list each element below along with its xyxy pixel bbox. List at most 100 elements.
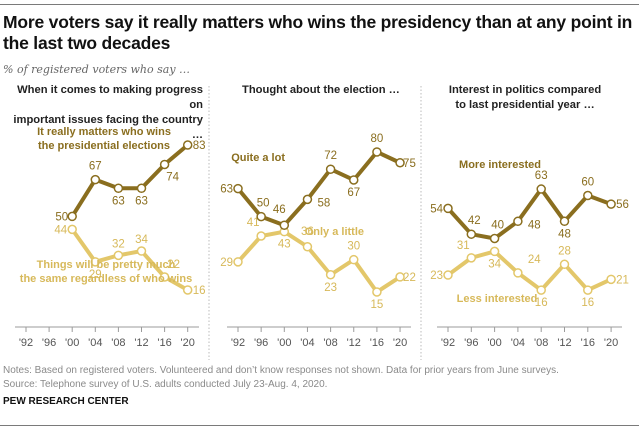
x-tick-label: '08 <box>323 337 337 349</box>
bottom-rule <box>0 425 639 426</box>
data-point <box>159 272 170 282</box>
data-point <box>372 147 382 157</box>
x-tick-label: '16 <box>581 337 595 349</box>
data-label: 34 <box>488 258 501 270</box>
data-point <box>233 257 243 267</box>
data-label: 54 <box>430 203 443 215</box>
data-label: 24 <box>528 254 541 266</box>
data-label: 83 <box>193 140 206 152</box>
data-label: 36 <box>301 226 314 238</box>
data-label: 42 <box>468 215 481 227</box>
data-point <box>536 285 546 295</box>
x-tick-label: '12 <box>347 337 361 349</box>
data-label: 67 <box>347 187 360 199</box>
data-point <box>513 268 523 278</box>
x-tick-label: '00 <box>277 337 291 349</box>
x-tick-label: '04 <box>88 337 102 349</box>
data-point <box>559 259 570 270</box>
data-label: 72 <box>324 150 337 162</box>
x-tick-label: '20 <box>181 337 195 349</box>
x-tick-label: '16 <box>370 337 384 349</box>
data-point <box>67 224 77 235</box>
data-point <box>466 229 477 239</box>
series-label: Only a little <box>305 226 364 238</box>
panel-1-title-line-1: When it comes to making progress on <box>17 84 203 111</box>
data-point <box>349 254 359 265</box>
data-point <box>395 158 405 168</box>
data-label: 46 <box>273 204 286 216</box>
brand-label: PEW RESEARCH CENTER <box>3 396 129 407</box>
x-tick-label: '08 <box>534 337 548 349</box>
data-label: 21 <box>616 274 629 286</box>
data-label: 58 <box>317 197 330 209</box>
data-point <box>513 216 523 227</box>
data-label: 63 <box>535 170 548 182</box>
data-point <box>606 199 616 209</box>
data-point <box>136 183 147 194</box>
data-label: 23 <box>324 282 337 294</box>
data-label: 48 <box>528 219 541 231</box>
x-tick-label: '08 <box>111 337 125 349</box>
series-line-light <box>236 229 402 294</box>
notes-text: Notes: Based on registered voters. Volun… <box>3 365 559 376</box>
x-tick-label: '92 <box>441 337 455 349</box>
data-label: 63 <box>135 195 148 207</box>
x-tick-label: '92 <box>19 337 33 349</box>
data-point <box>90 174 101 185</box>
data-point <box>489 246 500 257</box>
data-label: 44 <box>54 224 67 236</box>
data-label: 28 <box>558 245 571 257</box>
series-label: Quite a lot <box>231 152 285 164</box>
data-point <box>606 274 616 285</box>
x-tick-label: '04 <box>511 337 525 349</box>
data-point <box>233 183 243 194</box>
data-label: 48 <box>558 228 571 240</box>
data-label: 31 <box>457 240 470 252</box>
data-point <box>182 140 193 150</box>
x-tick-label: '12 <box>557 337 571 349</box>
data-label: 23 <box>430 270 443 282</box>
series-label: the presidential elections <box>38 140 170 152</box>
data-point <box>256 231 266 241</box>
data-point <box>67 211 77 222</box>
panel-3-title-line-2: to last presidential year … <box>455 99 595 111</box>
series-label: Less interested <box>457 293 538 305</box>
chart-subtitle: % of registered voters who say … <box>3 63 191 76</box>
x-tick-label: '20 <box>604 337 618 349</box>
x-tick-label: '04 <box>300 337 314 349</box>
x-tick-label: '96 <box>464 337 478 349</box>
data-point <box>325 270 336 280</box>
data-point <box>372 287 382 297</box>
x-tick-label: '00 <box>487 337 501 349</box>
series-label: Things will be pretty much <box>37 259 176 271</box>
data-label: 16 <box>535 297 548 309</box>
series-line-dark <box>70 143 189 218</box>
data-label: 15 <box>371 299 384 311</box>
data-point <box>489 233 500 244</box>
data-label: 29 <box>220 257 233 269</box>
data-point <box>395 272 405 282</box>
data-point <box>302 242 313 252</box>
data-label: 63 <box>112 195 125 207</box>
data-label: 50 <box>257 198 270 210</box>
x-tick-label: '92 <box>231 337 245 349</box>
data-label: 43 <box>278 239 291 251</box>
data-point <box>159 159 170 170</box>
data-point <box>443 203 453 214</box>
data-label: 34 <box>135 234 148 246</box>
data-label: 80 <box>371 133 384 145</box>
series-label: More interested <box>459 159 541 171</box>
data-point <box>113 250 124 261</box>
data-label: 67 <box>89 161 102 173</box>
data-label: 16 <box>581 297 594 309</box>
data-point <box>583 190 593 201</box>
data-point <box>256 211 266 222</box>
data-point <box>349 175 359 185</box>
panel-1-title: When it comes to making progress on impo… <box>3 83 203 143</box>
panel-2-title-line-1: Thought about the election … <box>242 84 400 96</box>
data-label: 29 <box>89 269 102 281</box>
data-point <box>466 253 477 263</box>
top-rule <box>0 4 639 5</box>
data-point <box>90 257 101 267</box>
